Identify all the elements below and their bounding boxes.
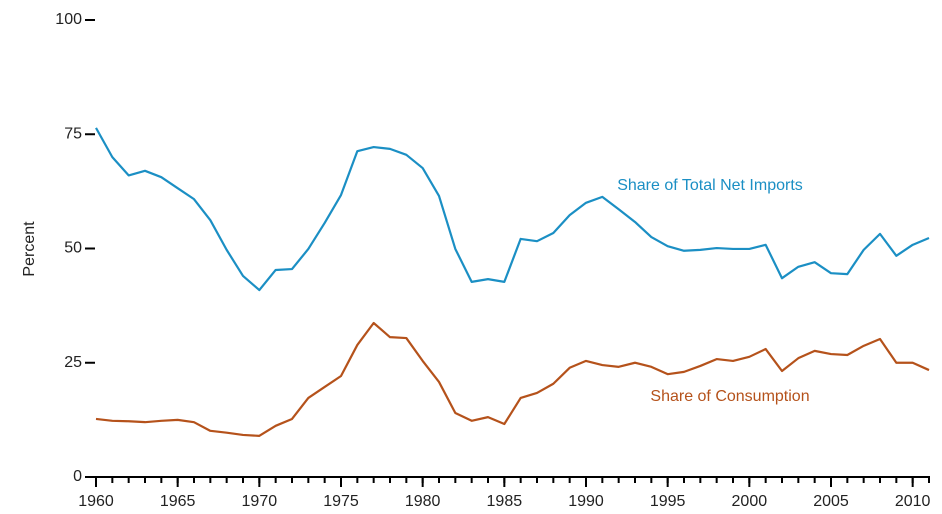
x-tick-label: 2010: [895, 493, 931, 510]
x-tick-label: 1990: [568, 493, 604, 510]
y-tick-label: 25: [64, 354, 82, 371]
y-tick-label: 75: [64, 125, 82, 142]
x-tick-label: 1960: [78, 493, 114, 510]
y-axis-label: Percent: [21, 221, 38, 277]
y-tick-label: 0: [73, 468, 82, 485]
series-line: [95, 321, 930, 437]
x-tick-label: 1995: [650, 493, 686, 510]
x-tick-label: 1970: [242, 493, 278, 510]
y-tick-label: 100: [55, 11, 82, 28]
x-tick-label: 1975: [323, 493, 359, 510]
x-tick-label: 1965: [160, 493, 196, 510]
x-tick-label: 1985: [487, 493, 523, 510]
x-tick-label: 2000: [732, 493, 768, 510]
y-tick-label: 50: [64, 240, 82, 257]
x-tick-label: 2005: [813, 493, 849, 510]
series-line: [95, 127, 930, 292]
series-label: Share of Total Net Imports: [617, 177, 803, 194]
series-label: Share of Consumption: [650, 388, 809, 405]
x-tick-label: 1980: [405, 493, 441, 510]
